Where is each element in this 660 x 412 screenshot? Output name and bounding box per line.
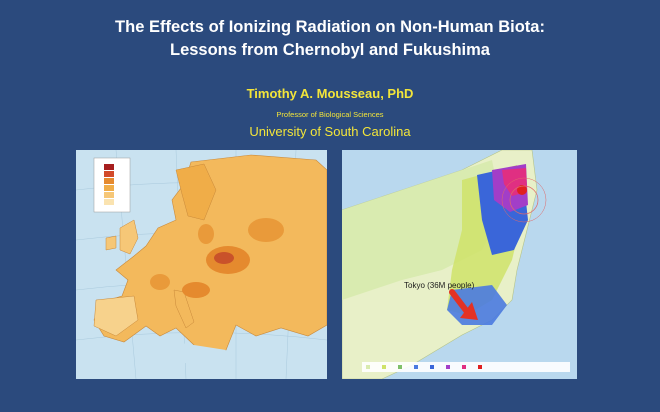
- title-line-2: Lessons from Chernobyl and Fukushima: [170, 41, 490, 59]
- university-name: University of South Carolina: [249, 124, 411, 139]
- author-role: Professor of Biological Sciences: [276, 110, 384, 119]
- tokyo-arrow-icon: [449, 289, 478, 320]
- title-line-1: The Effects of Ionizing Radiation on Non…: [115, 18, 545, 36]
- europe-contamination-map: [76, 150, 327, 379]
- radiation-legend-bar: [362, 362, 570, 372]
- japan-map-graphic: Tokyo (36M people): [342, 150, 577, 379]
- author-name: Timothy A. Mousseau, PhD: [246, 86, 414, 101]
- map-legend: [93, 157, 131, 213]
- fukushima-contamination-map: Tokyo (36M people): [342, 150, 577, 379]
- slide-title: The Effects of Ionizing Radiation on Non…: [0, 16, 660, 62]
- tokyo-label: Tokyo (36M people): [404, 281, 475, 290]
- europe-map-graphic: [76, 150, 327, 379]
